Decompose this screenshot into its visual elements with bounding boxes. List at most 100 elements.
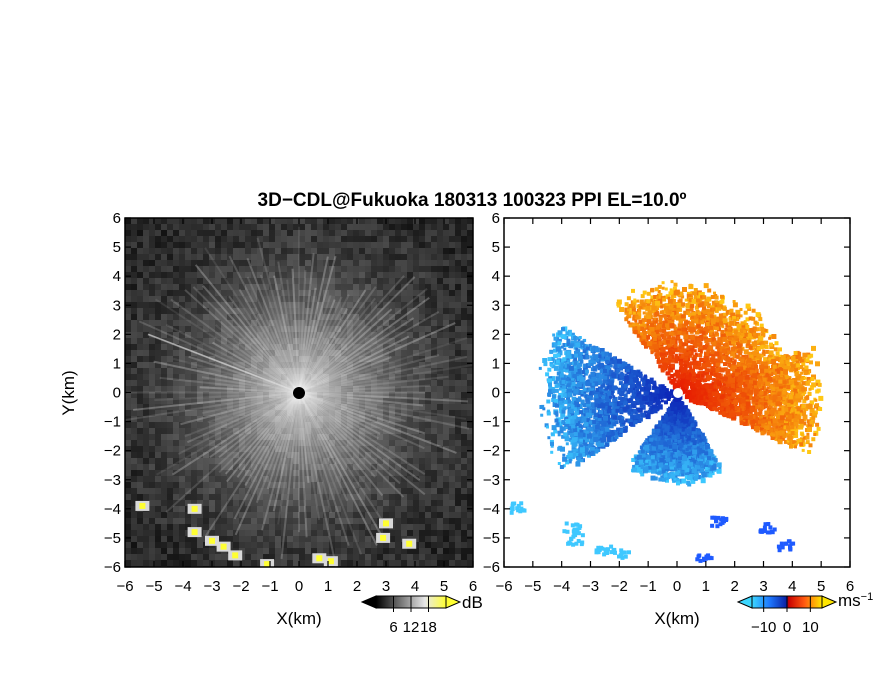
velocity-cell [564, 421, 570, 427]
velocity-cell [586, 404, 592, 410]
echo-point [264, 561, 271, 567]
reflectivity-cell [131, 272, 137, 278]
reflectivity-cell [173, 230, 179, 236]
velocity-cell [643, 391, 648, 396]
reflectivity-cell [401, 224, 407, 230]
reflectivity-ray [298, 356, 392, 394]
reflectivity-cell [149, 284, 155, 290]
reflectivity-cell [149, 542, 155, 548]
reflectivity-cell [467, 440, 473, 446]
reflectivity-cell [191, 218, 197, 224]
velocity-cell [613, 415, 618, 420]
reflectivity-ray [298, 391, 426, 496]
velocity-cell [544, 423, 549, 428]
reflectivity-cell [431, 272, 437, 278]
reflectivity-ray [228, 295, 300, 394]
reflectivity-cell [215, 218, 221, 224]
velocity-cell [580, 381, 584, 385]
velocity-cell [631, 403, 636, 408]
reflectivity-cell [407, 548, 413, 554]
velocity-cell [619, 401, 623, 406]
velocity-cell [563, 360, 567, 364]
echo-point [380, 534, 387, 541]
reflectivity-cell [425, 524, 431, 530]
reflectivity-cell [449, 500, 455, 506]
reflectivity-cell [425, 560, 431, 566]
reflectivity-cell [173, 554, 179, 560]
velocity-cell [582, 380, 588, 386]
velocity-cell [547, 436, 551, 440]
reflectivity-cell [131, 266, 137, 272]
velocity-cell [558, 338, 562, 342]
reflectivity-ray [298, 392, 338, 567]
reflectivity-cell [467, 236, 473, 242]
velocity-cell [560, 416, 564, 420]
velocity-cell [611, 409, 615, 413]
reflectivity-cell [173, 524, 179, 530]
velocity-cell [566, 383, 571, 388]
reflectivity-cell [443, 524, 449, 530]
reflectivity-cell [155, 500, 161, 506]
reflectivity-cell [467, 530, 473, 536]
reflectivity-cell [131, 506, 137, 512]
velocity-cell [573, 388, 579, 394]
velocity-cell [565, 442, 569, 446]
velocity-cell [597, 416, 602, 421]
reflectivity-cell [443, 488, 449, 494]
reflectivity-cell [389, 542, 395, 548]
velocity-cell [559, 366, 563, 371]
velocity-cell [550, 356, 555, 361]
reflectivity-cell [167, 548, 173, 554]
velocity-cell [627, 404, 632, 409]
reflectivity-cell [443, 218, 449, 224]
velocity-cell [568, 408, 574, 414]
velocity-cell [629, 422, 633, 426]
reflectivity-cell [377, 548, 383, 554]
velocity-cell [590, 385, 596, 391]
velocity-cell [599, 437, 605, 443]
reflectivity-cell [449, 482, 455, 488]
reflectivity-cell [443, 290, 449, 296]
reflectivity-cell [467, 494, 473, 500]
echo-point [191, 529, 198, 536]
velocity-cell [580, 459, 584, 462]
reflectivity-cell [461, 494, 467, 500]
velocity-cell [558, 368, 564, 374]
reflectivity-cell [131, 242, 137, 248]
reflectivity-cell [467, 278, 473, 284]
reflectivity-cell [455, 488, 461, 494]
reflectivity-cell [443, 230, 449, 236]
reflectivity-cell [167, 542, 173, 548]
reflectivity-cell [419, 242, 425, 248]
reflectivity-cell [125, 536, 131, 542]
velocity-cell [557, 350, 563, 356]
reflectivity-cell [449, 536, 455, 542]
velocity-cell [565, 418, 571, 424]
reflectivity-ray [298, 275, 405, 394]
reflectivity-cell [185, 248, 191, 254]
velocity-cell [598, 410, 603, 415]
reflectivity-ray [133, 391, 300, 411]
reflectivity-cell [149, 248, 155, 254]
reflectivity-cell [455, 308, 461, 314]
reflectivity-cell [467, 464, 473, 470]
velocity-cell [569, 415, 574, 420]
reflectivity-ray [298, 322, 456, 394]
reflectivity-cell [461, 470, 467, 476]
echo-point [209, 537, 215, 544]
velocity-cell [632, 383, 638, 389]
velocity-cell [568, 414, 572, 418]
reflectivity-cell [389, 548, 395, 554]
velocity-cell [578, 336, 582, 339]
reflectivity-cell [149, 554, 155, 560]
reflectivity-cell [125, 512, 131, 518]
reflectivity-cell [143, 554, 149, 560]
velocity-cell [657, 391, 662, 396]
reflectivity-cell [137, 242, 143, 248]
x-tick-label: 6 [469, 578, 477, 595]
reflectivity-ray [298, 391, 421, 481]
reflectivity-cell [197, 548, 203, 554]
velocity-cell [560, 334, 565, 339]
reflectivity-cell [413, 230, 419, 236]
velocity-cell [626, 408, 631, 413]
